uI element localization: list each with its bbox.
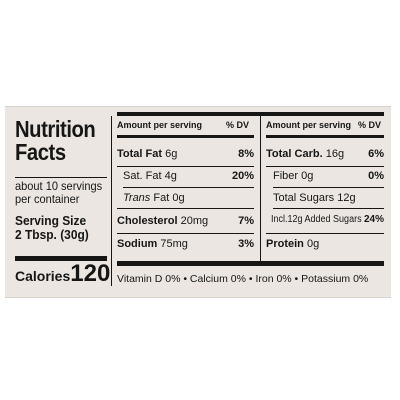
title-line-2: Facts <box>15 139 66 165</box>
servings-line-1: about 10 servings <box>15 179 103 193</box>
row-divider <box>117 233 254 234</box>
nutrient-cholesterol: Cholesterol 20mg <box>117 215 209 227</box>
nutrient-total-fat: Total Fat 6g <box>117 148 178 160</box>
dv-sat-fat: 20% <box>231 170 254 182</box>
header-rule <box>266 135 384 138</box>
vitamins-minerals: Vitamin D 0% • Calcium 0% • Iron 0% • Po… <box>117 273 369 285</box>
divider <box>15 177 107 178</box>
nutrient-protein: Protein 0g <box>266 238 320 250</box>
servings-line-2: per container <box>15 192 80 206</box>
label-title: Nutrition Facts <box>15 118 107 164</box>
serving-size-line-2: 2 Tbsp. (30g) <box>15 227 89 242</box>
right-dv-header: % DV <box>358 120 382 130</box>
nutrition-label-panel <box>5 106 391 298</box>
left-dv-header: % DV <box>226 120 250 130</box>
calories-label: Calories <box>15 268 71 284</box>
nutrient-sat-fat: Sat. Fat 4g <box>123 170 177 182</box>
nutrient-fiber: Fiber 0g <box>273 170 314 182</box>
left-column-header: Amount per serving <box>117 120 203 130</box>
dv-added-sugars: 24% <box>363 214 384 225</box>
nutrient-total-sugars: Total Sugars 12g <box>273 192 356 204</box>
dv-total-carb: 6% <box>368 148 384 160</box>
dv-sodium: 3% <box>238 238 254 250</box>
dv-total-fat: 8% <box>238 148 254 160</box>
title-line-1: Nutrition <box>15 116 96 142</box>
dv-fiber: 0% <box>368 170 384 182</box>
bottom-rule <box>117 261 384 266</box>
row-divider <box>266 166 384 167</box>
serving-size: Serving Size 2 Tbsp. (30g) <box>15 214 107 242</box>
row-divider <box>123 187 254 188</box>
header-rule <box>117 135 254 138</box>
calories-value: 120 <box>70 260 111 287</box>
column-separator <box>260 116 261 262</box>
nutrient-trans-fat: Trans Fat 0g <box>123 192 185 204</box>
nutrient-added-sugars: Incl.12g Added Sugars <box>271 214 362 225</box>
column-separator <box>111 116 112 286</box>
dv-cholesterol: 7% <box>238 215 254 227</box>
nutrient-total-carb: Total Carb. 16g <box>266 148 345 160</box>
calories: Calories120 <box>15 262 110 286</box>
nutrient-sodium: Sodium 75mg <box>117 238 188 250</box>
row-divider <box>117 166 254 167</box>
row-divider <box>117 208 254 209</box>
row-divider <box>266 233 384 234</box>
row-divider <box>273 187 384 188</box>
divider-thick <box>15 256 107 261</box>
right-column-header: Amount per serving <box>266 120 352 130</box>
row-divider <box>273 208 384 209</box>
serving-size-line-1: Serving Size <box>15 213 87 228</box>
top-rule <box>117 112 384 116</box>
servings-per-container: about 10 servings per container <box>15 180 103 206</box>
